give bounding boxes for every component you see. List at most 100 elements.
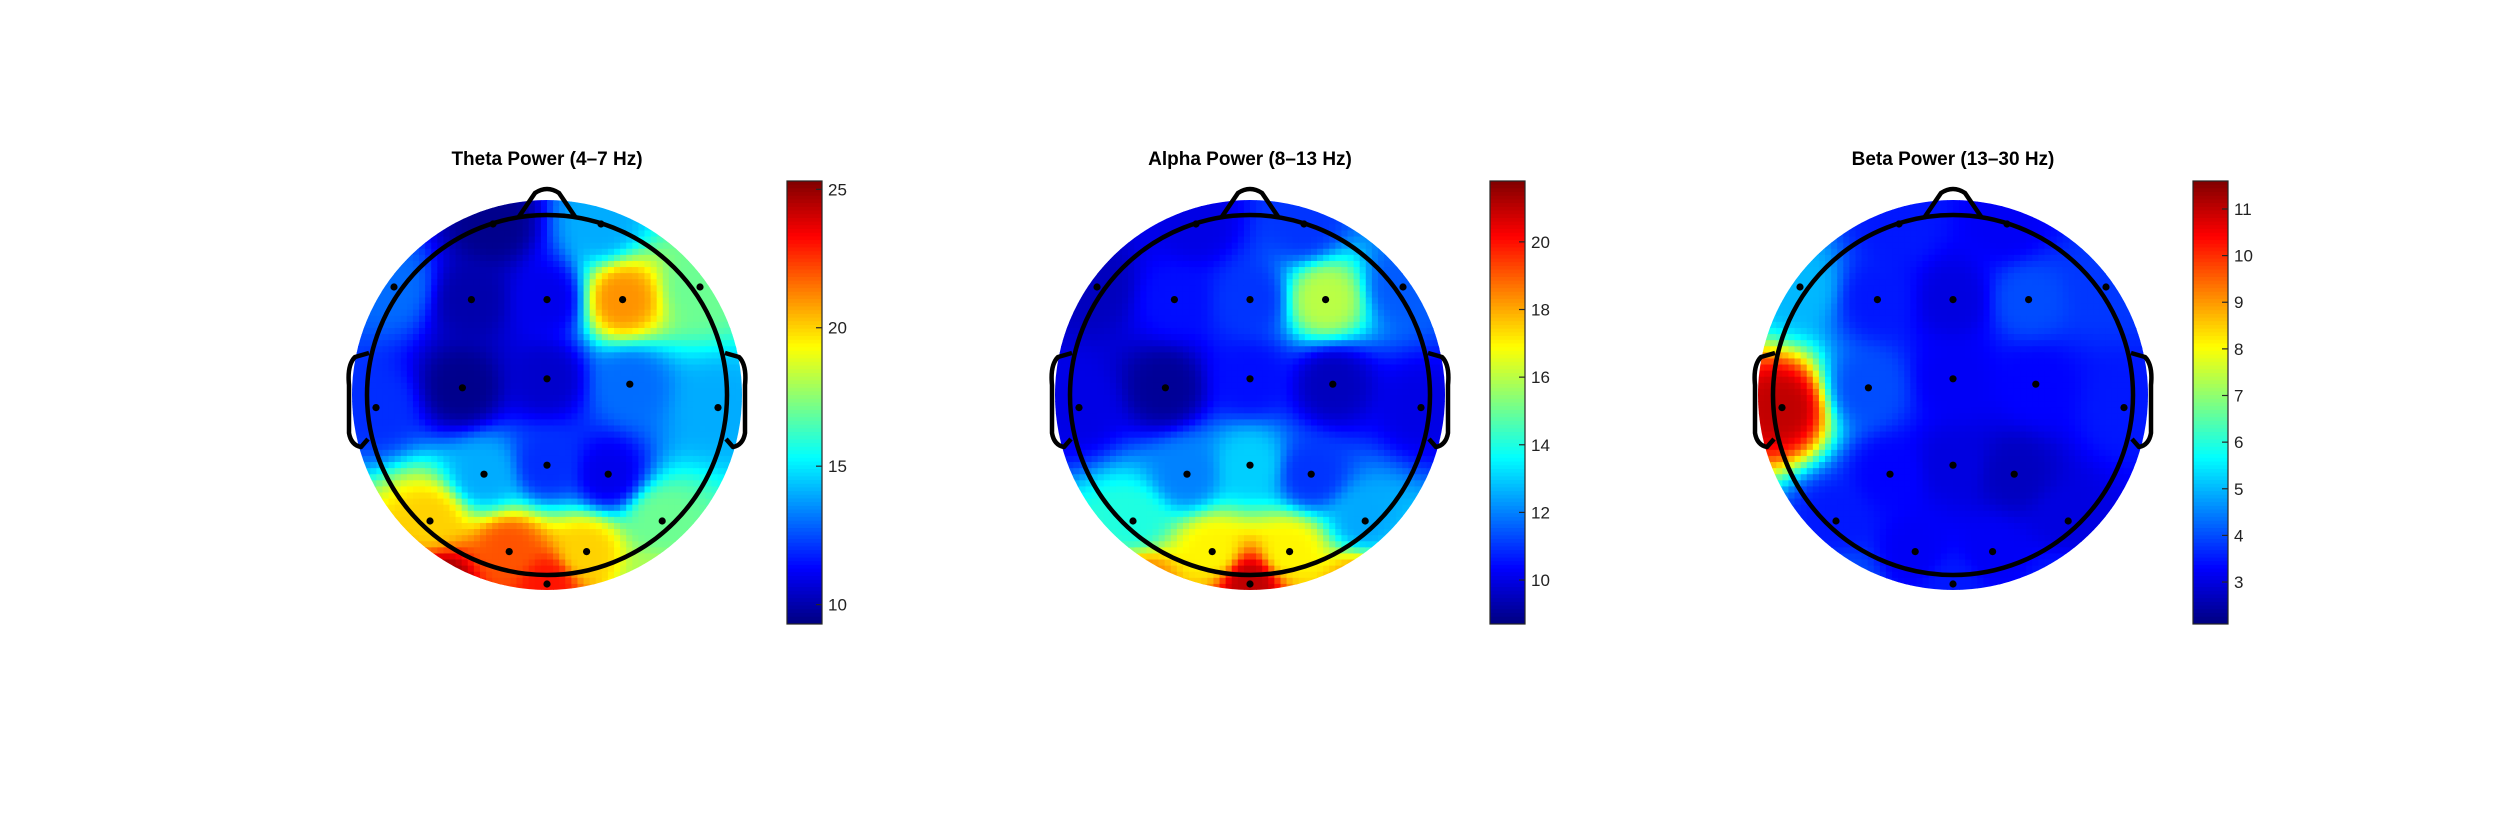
heatmap-cell: [1152, 455, 1160, 463]
heatmap-cell: [620, 431, 627, 439]
heatmap-cell: [406, 370, 414, 378]
heatmap-cell: [370, 388, 377, 396]
heatmap-cell: [461, 388, 469, 396]
heatmap-cell: [614, 468, 621, 475]
heatmap-cell: [559, 297, 566, 305]
heatmap-cell: [705, 352, 713, 360]
heatmap-cell: [620, 413, 627, 420]
heatmap-cell: [1146, 352, 1154, 360]
heatmap-cell: [1073, 382, 1080, 390]
heatmap-cell: [486, 309, 493, 317]
heatmap-cell: [1140, 455, 1147, 463]
heatmap-cell: [717, 474, 725, 481]
heatmap-cell: [681, 486, 688, 494]
heatmap-cell: [565, 443, 572, 451]
heatmap-cell: [534, 376, 542, 384]
heatmap-cell: [479, 254, 487, 262]
heatmap-cell: [425, 334, 432, 341]
heatmap-cell: [577, 346, 585, 353]
heatmap-cell: [687, 382, 694, 390]
heatmap-cell: [455, 315, 463, 323]
heatmap-cell: [1085, 425, 1093, 433]
heatmap-cell: [650, 273, 658, 280]
heatmap-cell: [717, 327, 725, 335]
heatmap-cell: [1115, 401, 1123, 408]
heatmap-cell: [1097, 285, 1105, 292]
heatmap-cell: [394, 358, 402, 366]
heatmap-cell: [595, 535, 603, 542]
heatmap-cell: [589, 388, 597, 396]
heatmap-cell: [547, 285, 554, 292]
heatmap-cell: [668, 303, 676, 311]
heatmap-cell: [1158, 254, 1166, 262]
heatmap-cell: [425, 358, 432, 366]
heatmap-cell: [1097, 309, 1105, 317]
heatmap-cell: [717, 419, 725, 427]
heatmap-cell: [425, 242, 432, 250]
heatmap-cell: [589, 455, 597, 463]
heatmap-cell: [473, 254, 481, 262]
heatmap-cell: [516, 407, 524, 414]
heatmap-cell: [1128, 260, 1135, 268]
heatmap-cell: [1170, 327, 1178, 335]
heatmap-cell: [1091, 462, 1099, 469]
heatmap-cell: [1164, 486, 1172, 494]
heatmap-cell: [699, 370, 707, 378]
heatmap-cell: [504, 242, 512, 250]
heatmap-cell: [1140, 376, 1147, 384]
heatmap-cell: [674, 248, 682, 256]
heatmap-cell: [1103, 321, 1111, 329]
heatmap-cell: [626, 267, 633, 274]
heatmap-cell: [681, 449, 688, 457]
heatmap-cell: [486, 541, 493, 548]
heatmap-cell: [358, 419, 365, 427]
heatmap-cell: [534, 443, 542, 451]
heatmap-cell: [644, 504, 652, 512]
heatmap-cell: [382, 346, 390, 353]
heatmap-cell: [687, 480, 694, 487]
heatmap-cell: [358, 358, 365, 366]
heatmap-cell: [443, 273, 451, 280]
heatmap-cell: [583, 559, 591, 567]
heatmap-cell: [461, 364, 469, 372]
heatmap-cell: [528, 462, 536, 469]
heatmap-cell: [364, 346, 371, 353]
heatmap-cell: [479, 327, 487, 335]
heatmap-cell: [1134, 486, 1141, 494]
heatmap-cell: [699, 279, 707, 286]
heatmap-cell: [473, 468, 481, 475]
heatmap-cell: [681, 401, 688, 408]
heatmap-cell: [540, 498, 548, 506]
heatmap-cell: [540, 559, 548, 567]
heatmap-cell: [461, 236, 469, 244]
heatmap-cell: [467, 346, 475, 353]
heatmap-cell: [1189, 492, 1196, 500]
heatmap-cell: [620, 340, 627, 347]
heatmap-cell: [528, 455, 536, 463]
heatmap-cell: [1164, 297, 1172, 305]
heatmap-cell: [486, 376, 493, 384]
heatmap-cell: [687, 443, 694, 451]
heatmap-cell: [620, 376, 627, 384]
heatmap-cell: [614, 388, 621, 396]
heatmap-cell: [656, 267, 664, 274]
heatmap-cell: [577, 395, 585, 402]
heatmap-cell: [412, 334, 420, 341]
heatmap-cell: [595, 303, 603, 311]
heatmap-cell: [662, 504, 670, 512]
heatmap-cell: [1189, 364, 1196, 372]
heatmap-cell: [711, 297, 719, 305]
heatmap-cell: [473, 529, 481, 536]
heatmap-cell: [577, 559, 585, 567]
heatmap-cell: [498, 358, 505, 366]
colorbar-segment: [787, 531, 822, 536]
heatmap-cell: [473, 279, 481, 286]
heatmap-cell: [614, 449, 621, 457]
heatmap-cell: [1189, 285, 1196, 292]
heatmap-cell: [419, 401, 426, 408]
heatmap-cell: [1109, 346, 1117, 353]
heatmap-cell: [644, 376, 652, 384]
electrode-dot: [626, 380, 634, 388]
heatmap-cell: [595, 474, 603, 481]
